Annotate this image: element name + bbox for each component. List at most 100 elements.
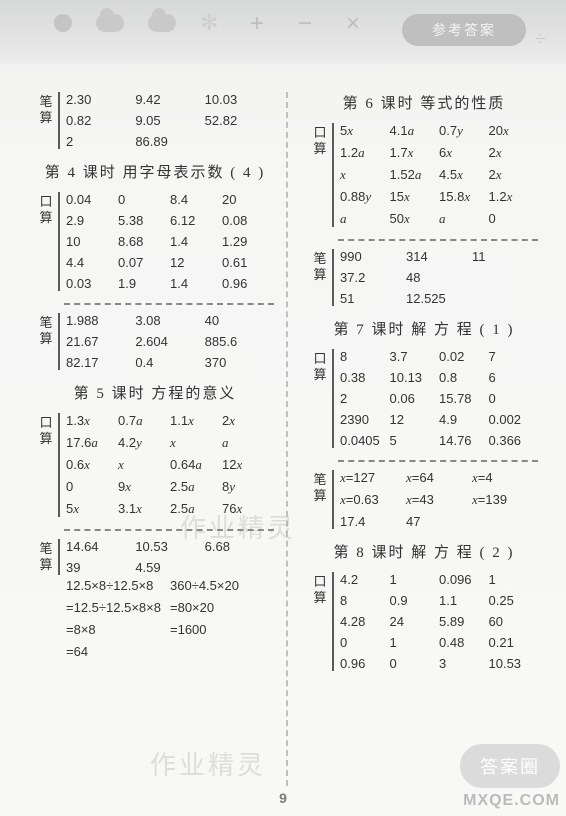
cell: 20x bbox=[489, 123, 539, 139]
vertical-bar bbox=[58, 539, 60, 575]
plus-icon: + bbox=[250, 10, 264, 38]
grid-bi5: 14.6410.536.68394.59 bbox=[66, 539, 274, 575]
cell: 6x bbox=[439, 145, 489, 161]
cell: 1.988 bbox=[66, 313, 135, 328]
cell: 0.82 bbox=[66, 113, 135, 128]
cell: 39 bbox=[66, 560, 135, 575]
cell: 37.2 bbox=[340, 270, 406, 285]
cell: 1.9 bbox=[118, 276, 170, 291]
cell: 10.53 bbox=[489, 656, 539, 671]
cell: 5 bbox=[390, 433, 440, 448]
grid-kou8: 4.210.096180.91.10.254.28245.8960010.480… bbox=[340, 572, 538, 671]
grid-kou5: 1.3x0.7a1.1x2x17.6a4.2yxa0.6xx0.64a12x09… bbox=[66, 413, 274, 517]
cell: 0.07 bbox=[118, 255, 170, 270]
cell: 0.38 bbox=[340, 370, 390, 385]
cell: 82.17 bbox=[66, 355, 135, 370]
cell: 0.0405 bbox=[340, 433, 390, 448]
block-kou8: 口算 4.210.096180.91.10.254.28245.8960010.… bbox=[310, 572, 538, 671]
cell: 0 bbox=[340, 635, 390, 650]
cell: 1.4 bbox=[170, 276, 222, 291]
times-icon: × bbox=[346, 10, 360, 38]
heading-7: 第 7 课时 解 方 程 ( 1 ) bbox=[310, 318, 538, 339]
cell: 2.5a bbox=[170, 479, 222, 495]
cell: 2x bbox=[489, 145, 539, 161]
cell: 1.1 bbox=[439, 593, 489, 608]
cell: 4.59 bbox=[135, 560, 204, 575]
heading-6: 第 6 课时 等式的性质 bbox=[310, 92, 538, 113]
cell: 10.13 bbox=[390, 370, 440, 385]
cell bbox=[205, 134, 274, 149]
vertical-bar bbox=[332, 572, 334, 671]
dashed-divider bbox=[338, 239, 538, 241]
cell: 2.604 bbox=[135, 334, 204, 349]
cell: 0.6x bbox=[66, 457, 118, 473]
page-number: 9 bbox=[279, 790, 287, 806]
cell: x bbox=[170, 435, 222, 451]
cell: 14.64 bbox=[66, 539, 135, 554]
cell: 50x bbox=[390, 211, 440, 227]
cell: 0.06 bbox=[390, 391, 440, 406]
answer-key-pill: 参考答案 bbox=[402, 14, 526, 46]
label-bi: 笔算 bbox=[310, 249, 330, 283]
calc-line: =80×20 bbox=[170, 597, 274, 619]
vertical-bar bbox=[332, 249, 334, 306]
cell: 314 bbox=[406, 249, 472, 264]
cell: 0.25 bbox=[489, 593, 539, 608]
cloud-icon bbox=[96, 14, 124, 32]
block-kou6: 口算 5x4.1a0.7y20x1.2a1.7x6x2xx1.52a4.5x2x… bbox=[310, 123, 538, 227]
right-column: 第 6 课时 等式的性质 口算 5x4.1a0.7y20x1.2a1.7x6x2… bbox=[290, 92, 538, 786]
cell: 4.4 bbox=[66, 255, 118, 270]
cell: 3.7 bbox=[390, 349, 440, 364]
dashed-divider bbox=[338, 460, 538, 462]
cell: 14.76 bbox=[439, 433, 489, 448]
cell: x=64 bbox=[406, 470, 472, 486]
cell: 4.5x bbox=[439, 167, 489, 183]
weather-icons: ✻ bbox=[54, 14, 218, 32]
cell: 15.78 bbox=[439, 391, 489, 406]
cell: 1.4 bbox=[170, 234, 222, 249]
cell: 2 bbox=[66, 134, 135, 149]
block-bi4: 笔算 1.9883.084021.672.604885.682.170.4370 bbox=[36, 313, 274, 370]
cell: 12.525 bbox=[406, 291, 472, 306]
cell: 47 bbox=[406, 514, 472, 529]
cell: 8y bbox=[222, 479, 274, 495]
cell: 76x bbox=[222, 501, 274, 517]
grid-kou4: 0.0408.4202.95.386.120.08108.681.41.294.… bbox=[66, 192, 274, 291]
cell: x=139 bbox=[472, 492, 538, 508]
grid-bi-top: 2.30 9.42 10.03 0.82 9.05 52.82 2 86.89 bbox=[66, 92, 274, 149]
calc-line bbox=[170, 641, 274, 663]
cell: 5x bbox=[340, 123, 390, 139]
minus-icon: − bbox=[298, 10, 312, 38]
cell: 0.002 bbox=[489, 412, 539, 427]
left-column: 笔算 2.30 9.42 10.03 0.82 9.05 52.82 2 86.… bbox=[36, 92, 284, 786]
cell: x=0.63 bbox=[340, 492, 406, 508]
badge-site: MXQE.COM bbox=[463, 792, 560, 810]
block-kou7: 口算 83.70.0270.3810.130.8620.0615.7802390… bbox=[310, 349, 538, 448]
cell: 1.29 bbox=[222, 234, 274, 249]
cell: 0.61 bbox=[222, 255, 274, 270]
cell: 0.21 bbox=[489, 635, 539, 650]
cell: 1.1x bbox=[170, 413, 222, 429]
cell: 0.48 bbox=[439, 635, 489, 650]
calc-steps-5: 12.5×8÷12.5×8360÷4.5×20 =12.5÷12.5×8×8=8… bbox=[66, 575, 274, 663]
calc-line: =1600 bbox=[170, 619, 274, 641]
cell: 21.67 bbox=[66, 334, 135, 349]
label-bi: 笔算 bbox=[36, 539, 56, 573]
cell: 12 bbox=[390, 412, 440, 427]
cell: a bbox=[439, 211, 489, 227]
cell: 24 bbox=[390, 614, 440, 629]
cell: 5x bbox=[66, 501, 118, 517]
cell: 2x bbox=[489, 167, 539, 183]
cell: 0 bbox=[390, 656, 440, 671]
content-columns: 笔算 2.30 9.42 10.03 0.82 9.05 52.82 2 86.… bbox=[36, 92, 546, 786]
grid-bi6: 9903141137.2485112.525 bbox=[340, 249, 538, 306]
cell: 9x bbox=[118, 479, 170, 495]
cell: 52.82 bbox=[205, 113, 274, 128]
label-bi: 笔算 bbox=[310, 470, 330, 504]
cell: 5.38 bbox=[118, 213, 170, 228]
cell: 0.8 bbox=[439, 370, 489, 385]
cell: 1.52a bbox=[390, 167, 440, 183]
circle-icon bbox=[54, 14, 72, 32]
vertical-bar bbox=[332, 123, 334, 227]
dashed-divider bbox=[64, 529, 274, 531]
